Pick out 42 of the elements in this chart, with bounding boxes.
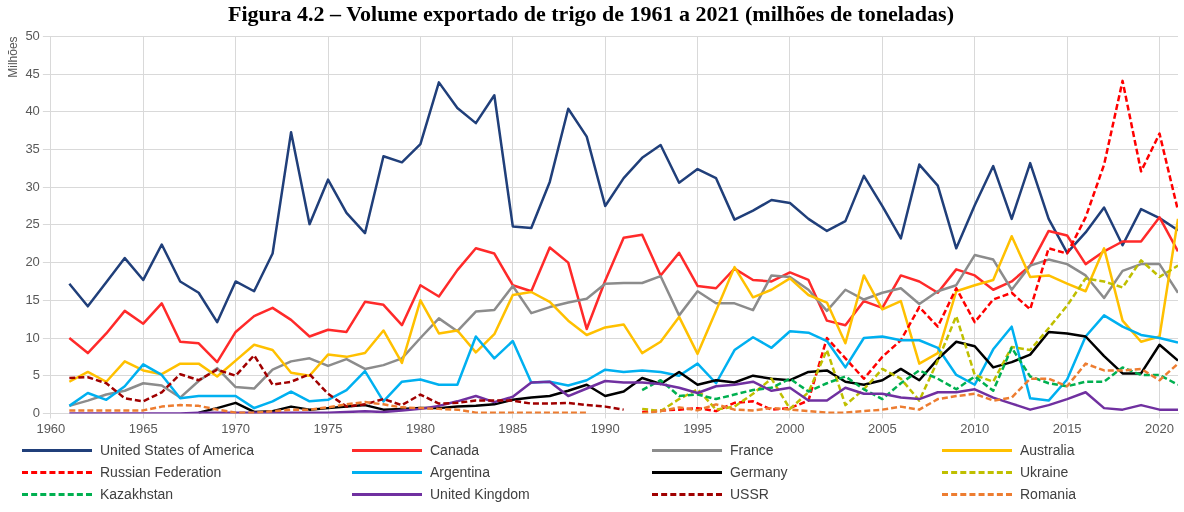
y-tick-label: 10 [25, 329, 40, 345]
y-tick-label: 25 [25, 216, 40, 232]
x-tick-label: 2020 [1145, 420, 1174, 436]
legend-label: Australia [1020, 442, 1075, 458]
y-tick-label: 0 [32, 404, 40, 420]
legend-label: Ukraine [1020, 464, 1069, 480]
y-tick-label: 15 [25, 291, 40, 307]
line-series [640, 259, 1178, 413]
y-tick-label: 20 [25, 254, 40, 270]
legend-label: Romania [1020, 486, 1077, 502]
x-tick-label: 1990 [590, 420, 620, 436]
legend-label: United Kingdom [430, 486, 530, 502]
x-tick-label: 1975 [313, 420, 343, 436]
y-tick-label: 50 [25, 27, 40, 43]
line-series [68, 354, 625, 411]
y-tick-label: 30 [25, 178, 40, 194]
x-tick-label: 1985 [498, 420, 528, 436]
legend-label: Germany [730, 464, 788, 480]
legend-label: Argentina [430, 464, 490, 480]
legend-label: France [730, 442, 774, 458]
x-tick-label: 1960 [36, 420, 66, 436]
chart-title: Figura 4.2 – Volume exportado de trigo de 1961 a 2021 (milhões de toneladas) [228, 0, 954, 26]
y-tick-label: 5 [32, 367, 40, 383]
legend-label: United States of America [100, 442, 255, 458]
x-tick-label: 1995 [683, 420, 713, 436]
legend-label: Kazakhstan [100, 486, 174, 502]
x-tick-label: 2005 [867, 420, 897, 436]
line-series [640, 79, 1178, 414]
x-tick-label: 1970 [221, 420, 251, 436]
x-tick-label: 2000 [775, 420, 805, 436]
y-axis-title: Milhões [5, 36, 20, 78]
x-tick-label: 1980 [405, 420, 435, 436]
x-tick-label: 2015 [1052, 420, 1082, 436]
y-tick-label: 40 [25, 103, 40, 119]
y-tick-label: 35 [25, 141, 40, 157]
x-tick-label: 1965 [128, 420, 158, 436]
y-tick-label: 45 [25, 65, 40, 81]
legend-label: Canada [430, 442, 480, 458]
legend-label: USSR [730, 486, 769, 502]
x-tick-label: 2010 [960, 420, 990, 436]
line-series [640, 346, 1178, 401]
legend-label: Russian Federation [100, 464, 222, 480]
